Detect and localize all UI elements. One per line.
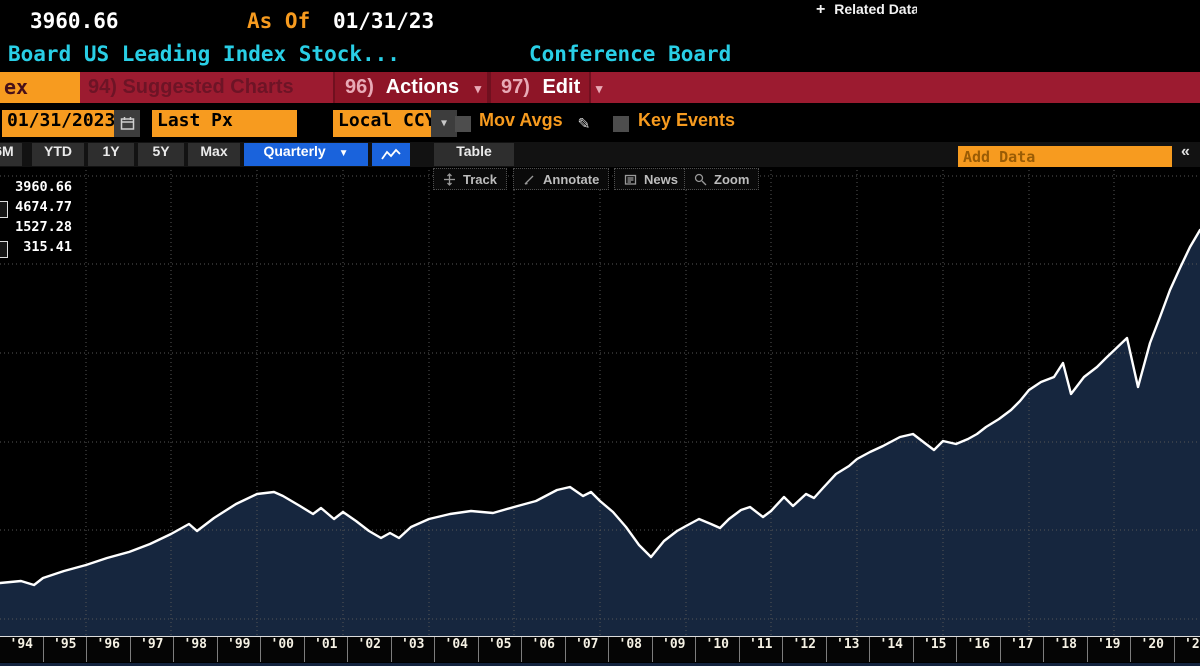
x-axis-label: '16 [957, 637, 1001, 662]
frequency-dropdown[interactable]: Quarterly ▼ [244, 143, 368, 166]
caret-down-icon: ▼ [440, 118, 448, 129]
as-of-date: 01/31/23 [333, 9, 435, 33]
x-axis-label: '18 [1044, 637, 1088, 662]
legend-mid-value: 1527.28 [0, 219, 72, 239]
x-axis-label: '94 [0, 637, 44, 662]
bottom-panel-edge [0, 663, 1200, 666]
menu-edit[interactable]: 97) Edit ▾ [489, 72, 602, 103]
collapse-panel-icon[interactable]: « [1181, 143, 1190, 160]
chevron-down-icon: ▾ [595, 81, 603, 96]
menu-item-label: Suggested Charts [122, 76, 294, 98]
menu-bar: ex 94) Suggested Charts 96) Actions ▾ 97… [0, 72, 1200, 103]
security-title: Board US Leading Index Stock... [8, 42, 400, 66]
zoom-button[interactable]: Zoom [684, 168, 760, 190]
add-data-input[interactable] [958, 146, 1172, 167]
menu-item-number: 94) [88, 76, 117, 98]
menu-actions[interactable]: 96) Actions ▾ [333, 72, 489, 103]
x-axis-label: '07 [566, 637, 609, 662]
zoom-label: Zoom [714, 171, 750, 187]
date-input[interactable]: 01/31/2023 [2, 110, 115, 137]
last-price: 3960.66 [30, 9, 119, 33]
x-axis-label: '03 [392, 637, 435, 662]
x-axis-label: '19 [1088, 637, 1131, 662]
range-tab-ytd[interactable]: YTD [32, 143, 84, 166]
key-events-label[interactable]: Key Events [638, 110, 736, 130]
plus-icon: + [816, 1, 826, 18]
related-data-button[interactable]: + Related Data [816, 1, 917, 24]
x-axis-label: '21 [1175, 637, 1200, 662]
security-ticker-tab[interactable]: ex [0, 72, 80, 103]
calendar-icon [120, 117, 134, 130]
menu-item-number: 97) [501, 76, 530, 98]
pencil-icon [524, 175, 534, 185]
price-legend: 3960.66 4674.77 1527.28 315.41 [0, 179, 72, 259]
x-axis-label: '06 [522, 637, 566, 662]
legend-low-value: 315.41 [0, 239, 72, 259]
x-axis-label: '17 [1001, 637, 1044, 662]
news-label: News [644, 171, 678, 187]
currency-field[interactable]: Local CCY [333, 110, 436, 137]
x-axis-label: '97 [131, 637, 174, 662]
track-label: Track [463, 171, 497, 187]
legend-high-value: 4674.77 [0, 199, 72, 219]
caret-down-icon: ▼ [338, 148, 349, 159]
x-axis-label: '10 [696, 637, 740, 662]
x-axis-label: '08 [609, 637, 653, 662]
price-type-field[interactable]: Last Px [152, 110, 297, 137]
low-marker-box [0, 241, 8, 258]
chart-type-button[interactable] [372, 143, 410, 166]
x-axis-label: '05 [479, 637, 522, 662]
calendar-button[interactable] [114, 110, 140, 137]
annotate-label: Annotate [543, 171, 600, 187]
high-marker-box [0, 201, 8, 218]
news-button[interactable]: News [614, 168, 688, 190]
mov-avgs-checkbox[interactable] [455, 116, 471, 132]
x-axis-label: '20 [1131, 637, 1175, 662]
menu-item-label: Actions [385, 76, 460, 98]
x-axis-label: '11 [740, 637, 783, 662]
range-tab-1y[interactable]: 1Y [88, 143, 134, 166]
magnifier-icon [694, 173, 707, 185]
menu-item-label: Edit [542, 76, 581, 98]
x-axis-label: '15 [914, 637, 957, 662]
x-axis-label: '95 [44, 637, 87, 662]
x-axis-label: '12 [783, 637, 827, 662]
x-axis-label: '00 [261, 637, 305, 662]
menu-item-number: 96) [345, 76, 374, 98]
range-tab-5y[interactable]: 5Y [138, 143, 184, 166]
chevron-down-icon: ▾ [474, 81, 482, 96]
menu-suggested-charts[interactable]: 94) Suggested Charts [88, 72, 294, 103]
as-of-label: As Of [247, 9, 311, 33]
x-axis-label: '02 [348, 637, 392, 662]
pencil-icon[interactable]: ✎ [578, 112, 590, 134]
x-axis-label: '99 [218, 637, 261, 662]
x-axis-label: '98 [174, 637, 218, 662]
x-axis-label: '13 [827, 637, 870, 662]
x-axis-label: '96 [87, 637, 131, 662]
currency-dropdown-button[interactable]: ▼ [431, 110, 457, 137]
track-button[interactable]: Track [433, 168, 507, 190]
annotate-button[interactable]: Annotate [513, 168, 610, 190]
range-tab-max[interactable]: Max [188, 143, 240, 166]
range-tab-6m[interactable]: 6M [0, 143, 22, 166]
mov-avgs-label[interactable]: Mov Avgs [479, 110, 563, 130]
move-crosshair-icon [444, 172, 455, 186]
legend-last-value: 3960.66 [0, 179, 72, 199]
related-data-label: Related Data [834, 1, 917, 17]
security-owner: Conference Board [529, 42, 732, 66]
x-axis-label: '04 [435, 637, 479, 662]
line-chart-icon [381, 148, 401, 160]
key-events-checkbox[interactable] [613, 116, 629, 132]
table-tab[interactable]: Table [434, 143, 514, 166]
x-axis: '94'95'96'97'98'99'00'01'02'03'04'05'06 '… [0, 636, 1200, 662]
x-axis-label: '09 [653, 637, 696, 662]
x-axis-label: '01 [305, 637, 348, 662]
x-axis-label: '14 [870, 637, 914, 662]
frequency-value: Quarterly [263, 143, 326, 159]
newspaper-icon [624, 174, 637, 185]
